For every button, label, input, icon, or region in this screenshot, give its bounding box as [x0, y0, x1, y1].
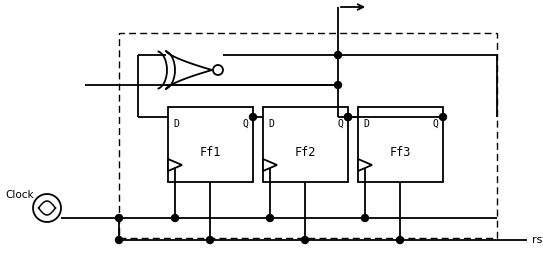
Circle shape: [249, 114, 256, 120]
Circle shape: [396, 236, 403, 244]
Circle shape: [172, 215, 179, 221]
Circle shape: [344, 114, 351, 120]
Text: D: D: [363, 119, 369, 129]
Circle shape: [301, 236, 308, 244]
Text: Q: Q: [242, 119, 248, 129]
Circle shape: [344, 114, 351, 120]
Text: Ff3: Ff3: [389, 146, 411, 159]
Polygon shape: [168, 159, 182, 171]
Text: rst: rst: [532, 235, 543, 245]
Circle shape: [116, 215, 123, 221]
Circle shape: [213, 65, 223, 75]
Text: Clock: Clock: [5, 190, 34, 200]
Bar: [168, 107, 253, 182]
Polygon shape: [358, 159, 372, 171]
Text: Q: Q: [432, 119, 438, 129]
Text: Ff2: Ff2: [294, 146, 315, 159]
Circle shape: [362, 215, 369, 221]
Text: Q: Q: [337, 119, 343, 129]
Text: D: D: [173, 119, 179, 129]
Circle shape: [206, 236, 213, 244]
Polygon shape: [263, 159, 277, 171]
Bar: [119, 33, 497, 238]
Circle shape: [334, 82, 342, 88]
Bar: [358, 107, 443, 182]
Text: D: D: [268, 119, 274, 129]
Circle shape: [116, 236, 123, 244]
Circle shape: [334, 52, 342, 58]
Circle shape: [267, 215, 274, 221]
Bar: [263, 107, 348, 182]
Text: Ff1: Ff1: [199, 146, 220, 159]
Circle shape: [439, 114, 446, 120]
